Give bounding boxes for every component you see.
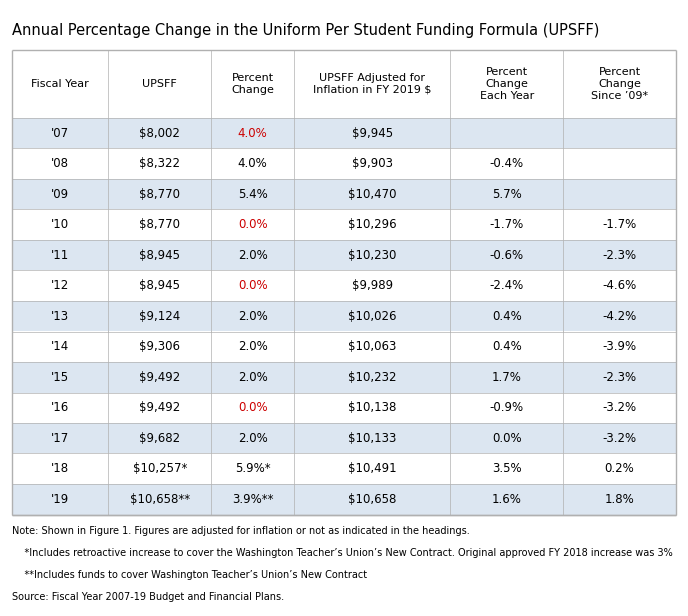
Text: $8,770: $8,770 xyxy=(139,218,180,231)
Text: $10,138: $10,138 xyxy=(348,401,396,414)
Bar xyxy=(12,484,676,514)
Text: '15: '15 xyxy=(51,371,69,384)
Text: UPSFF Adjusted for
Inflation in FY 2019 $: UPSFF Adjusted for Inflation in FY 2019 … xyxy=(313,73,431,95)
Text: Annual Percentage Change in the Uniform Per Student Funding Formula (UPSFF): Annual Percentage Change in the Uniform … xyxy=(12,23,599,38)
Text: 5.9%*: 5.9%* xyxy=(235,462,270,476)
Text: $10,257*: $10,257* xyxy=(133,462,187,476)
Text: $10,658**: $10,658** xyxy=(129,493,190,506)
Text: '11: '11 xyxy=(51,249,69,262)
Bar xyxy=(12,270,676,301)
Text: '14: '14 xyxy=(51,340,69,353)
Text: $9,124: $9,124 xyxy=(139,310,180,323)
Text: $8,945: $8,945 xyxy=(139,279,180,292)
Text: 2.0%: 2.0% xyxy=(238,340,268,353)
Text: Note: Shown in Figure 1. Figures are adjusted for inflation or not as indicated : Note: Shown in Figure 1. Figures are adj… xyxy=(12,527,470,537)
Text: $9,492: $9,492 xyxy=(139,371,180,384)
Text: $9,989: $9,989 xyxy=(352,279,393,292)
Text: '18: '18 xyxy=(51,462,69,476)
Text: -3.9%: -3.9% xyxy=(603,340,636,353)
Text: 1.7%: 1.7% xyxy=(492,371,522,384)
Bar xyxy=(12,50,676,118)
Text: $9,945: $9,945 xyxy=(352,127,393,140)
Text: $9,306: $9,306 xyxy=(139,340,180,353)
Text: $8,002: $8,002 xyxy=(139,127,180,140)
Text: $10,230: $10,230 xyxy=(348,249,396,262)
Text: 3.5%: 3.5% xyxy=(492,462,522,476)
Text: 5.7%: 5.7% xyxy=(492,188,522,201)
Text: 3.9%**: 3.9%** xyxy=(232,493,273,506)
Text: 4.0%: 4.0% xyxy=(238,157,268,170)
Text: 2.0%: 2.0% xyxy=(238,249,268,262)
Text: -3.2%: -3.2% xyxy=(603,432,636,445)
Text: -4.6%: -4.6% xyxy=(603,279,636,292)
Text: 4.0%: 4.0% xyxy=(238,127,268,140)
Bar xyxy=(12,392,676,423)
Text: $10,133: $10,133 xyxy=(348,432,396,445)
Bar xyxy=(12,453,676,484)
Text: 0.4%: 0.4% xyxy=(492,310,522,323)
Bar xyxy=(12,179,676,209)
Text: '13: '13 xyxy=(51,310,69,323)
Text: $8,770: $8,770 xyxy=(139,188,180,201)
Bar xyxy=(12,423,676,453)
Text: $10,296: $10,296 xyxy=(348,218,396,231)
Text: 5.4%: 5.4% xyxy=(238,188,268,201)
Text: '07: '07 xyxy=(51,127,69,140)
Text: 2.0%: 2.0% xyxy=(238,310,268,323)
Text: Percent
Change: Percent Change xyxy=(231,73,274,95)
Text: -0.9%: -0.9% xyxy=(490,401,524,414)
Text: '17: '17 xyxy=(51,432,69,445)
Text: $9,903: $9,903 xyxy=(352,157,393,170)
Text: -3.2%: -3.2% xyxy=(603,401,636,414)
Text: '08: '08 xyxy=(51,157,69,170)
Text: -2.3%: -2.3% xyxy=(603,371,636,384)
Text: -0.6%: -0.6% xyxy=(490,249,524,262)
Bar xyxy=(12,240,676,270)
Text: 1.8%: 1.8% xyxy=(605,493,634,506)
Text: -2.4%: -2.4% xyxy=(490,279,524,292)
Text: $10,470: $10,470 xyxy=(348,188,396,201)
Bar xyxy=(12,148,676,179)
Text: -1.7%: -1.7% xyxy=(490,218,524,231)
Text: 2.0%: 2.0% xyxy=(238,432,268,445)
Text: 2.0%: 2.0% xyxy=(238,371,268,384)
Text: 0.0%: 0.0% xyxy=(238,279,268,292)
Text: '16: '16 xyxy=(51,401,69,414)
Bar xyxy=(12,362,676,392)
Text: $10,232: $10,232 xyxy=(348,371,396,384)
Text: **Includes funds to cover Washington Teacher’s Union’s New Contract: **Includes funds to cover Washington Tea… xyxy=(12,570,367,580)
Text: $10,026: $10,026 xyxy=(348,310,396,323)
Text: Source: Fiscal Year 2007-19 Budget and Financial Plans.: Source: Fiscal Year 2007-19 Budget and F… xyxy=(12,593,284,602)
Text: Fiscal Year: Fiscal Year xyxy=(31,79,89,89)
Text: '10: '10 xyxy=(51,218,69,231)
Text: Percent
Change
Since ’09*: Percent Change Since ’09* xyxy=(591,67,648,100)
Text: Percent
Change
Each Year: Percent Change Each Year xyxy=(480,67,534,100)
Text: -0.4%: -0.4% xyxy=(490,157,524,170)
Text: 0.0%: 0.0% xyxy=(238,401,268,414)
Text: $8,322: $8,322 xyxy=(139,157,180,170)
Text: $9,492: $9,492 xyxy=(139,401,180,414)
Text: $9,682: $9,682 xyxy=(139,432,180,445)
Text: UPSFF: UPSFF xyxy=(142,79,177,89)
Text: '19: '19 xyxy=(51,493,69,506)
Text: -4.2%: -4.2% xyxy=(603,310,636,323)
Text: 0.4%: 0.4% xyxy=(492,340,522,353)
Text: $10,658: $10,658 xyxy=(348,493,396,506)
Text: *Includes retroactive increase to cover the Washington Teacher’s Union’s New Con: *Includes retroactive increase to cover … xyxy=(12,548,673,559)
Text: $10,491: $10,491 xyxy=(348,462,396,476)
Text: -1.7%: -1.7% xyxy=(603,218,636,231)
Bar xyxy=(12,331,676,362)
Text: 0.0%: 0.0% xyxy=(238,218,268,231)
Text: '12: '12 xyxy=(51,279,69,292)
Text: $10,063: $10,063 xyxy=(348,340,396,353)
Text: 0.2%: 0.2% xyxy=(605,462,634,476)
Text: '09: '09 xyxy=(51,188,69,201)
Text: -2.3%: -2.3% xyxy=(603,249,636,262)
Text: $8,945: $8,945 xyxy=(139,249,180,262)
Text: 1.6%: 1.6% xyxy=(492,493,522,506)
Bar xyxy=(12,301,676,331)
Text: 0.0%: 0.0% xyxy=(492,432,522,445)
Bar xyxy=(12,118,676,148)
Bar xyxy=(12,209,676,240)
